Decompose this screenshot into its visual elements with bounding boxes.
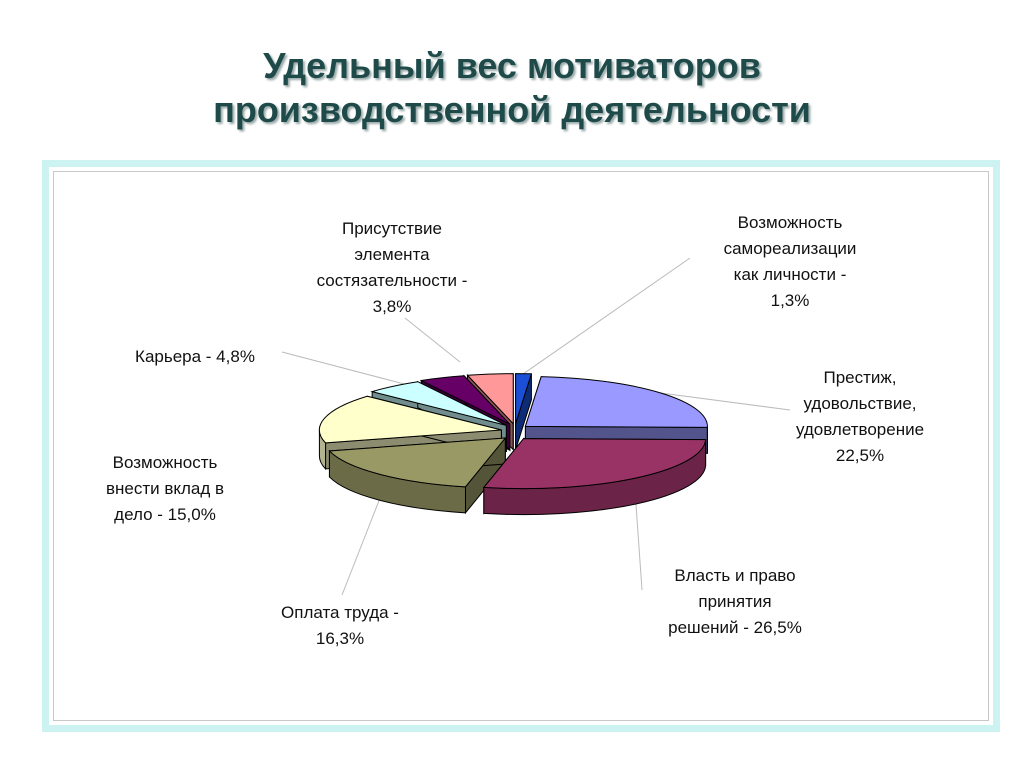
- leader-line-3: [341, 499, 380, 596]
- label-prestige: Престиж, удовольствие, удовлетворение 22…: [795, 368, 925, 465]
- title-line-1: Удельный вес мотиваторов: [263, 45, 761, 86]
- leader-line-0: [523, 257, 691, 375]
- title-line-2: производственной деятельности: [213, 89, 811, 130]
- leader-line-1: [660, 392, 791, 411]
- leader-line-5: [281, 351, 409, 386]
- label-power: Власть и право принятия решений - 26,5%: [668, 566, 802, 637]
- label-self-realization: Возможность самореализации как личности …: [723, 213, 857, 310]
- leader-line-2: [635, 503, 643, 591]
- pie-slice-3: [328, 436, 507, 515]
- pie-slices: [318, 373, 708, 516]
- label-contribution: Возможность внести вклад в дело - 15,0%: [105, 453, 225, 524]
- leader-line-4: [404, 317, 461, 363]
- label-competition: Присутствие элемента состязательности - …: [316, 219, 468, 316]
- label-pay: Оплата труда - 16,3%: [281, 603, 399, 648]
- pie-slice-0: [515, 373, 533, 450]
- chart-frame: [42, 160, 1000, 732]
- pie-slice-2: [482, 437, 707, 516]
- page-title: Удельный вес мотиваторов производственно…: [0, 44, 1024, 132]
- chart-plot-area: [53, 171, 989, 721]
- label-career: Карьера - 4,8%: [135, 347, 255, 366]
- leader-lines: [281, 257, 791, 596]
